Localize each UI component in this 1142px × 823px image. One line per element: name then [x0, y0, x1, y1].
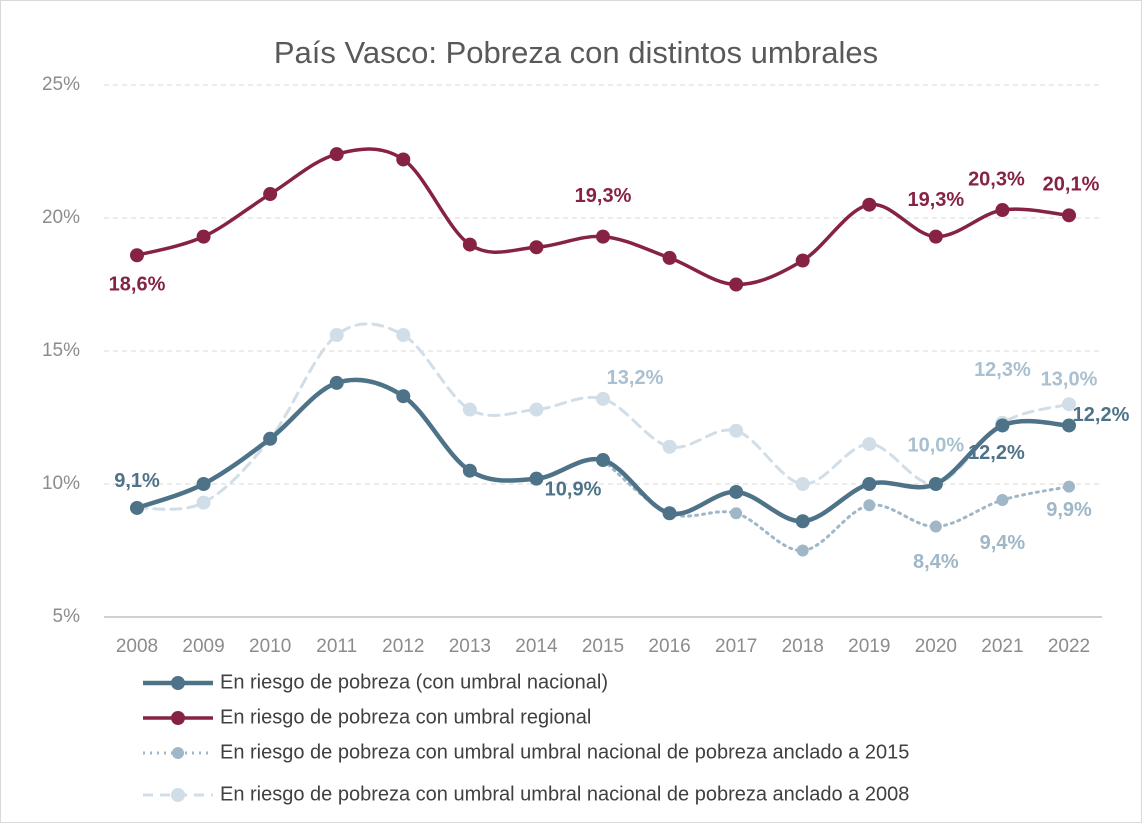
data-point	[795, 253, 810, 268]
series-line	[601, 458, 1071, 553]
legend-marker	[171, 711, 185, 725]
data-point	[329, 147, 344, 162]
legend-marker	[172, 747, 184, 759]
x-tick-label: 2022	[1048, 636, 1090, 657]
data-point	[796, 544, 809, 557]
data-label: 8,4%	[913, 551, 959, 573]
x-tick-label: 2009	[182, 636, 224, 657]
y-tick-label: 25%	[42, 74, 80, 95]
data-label: 10,0%	[907, 434, 964, 456]
y-tick-label: 15%	[42, 340, 80, 361]
data-point	[795, 514, 810, 529]
series-line	[135, 322, 1071, 511]
data-label: 12,3%	[974, 359, 1031, 381]
data-point	[329, 328, 344, 343]
data-point	[396, 328, 411, 343]
legend-label: En riesgo de pobreza con umbral regional	[220, 706, 591, 728]
data-point	[862, 197, 877, 212]
data-point	[1063, 480, 1075, 493]
data-point	[662, 506, 677, 521]
data-point	[529, 402, 544, 417]
data-point	[862, 477, 877, 491]
data-point	[196, 477, 211, 491]
data-point	[1062, 418, 1076, 433]
y-tick-label: 10%	[42, 473, 80, 494]
y-tick-label: 5%	[53, 606, 81, 627]
x-tick-label: 2020	[915, 636, 957, 657]
data-point	[196, 495, 211, 510]
data-label: 20,3%	[968, 168, 1025, 190]
x-tick-label: 2019	[848, 636, 890, 657]
data-point	[995, 418, 1010, 433]
data-label: 9,9%	[1046, 499, 1092, 521]
x-tick-label: 2015	[582, 636, 624, 657]
data-point	[596, 229, 610, 244]
data-point	[729, 423, 744, 438]
data-label: 10,9%	[545, 478, 602, 500]
chart-title: País Vasco: Pobreza con distintos umbral…	[274, 35, 878, 70]
data-label: 18,6%	[109, 274, 166, 296]
data-point	[529, 471, 544, 486]
x-tick-label: 2013	[449, 636, 491, 657]
data-point	[462, 402, 477, 417]
data-label: 13,0%	[1041, 368, 1098, 390]
data-point	[729, 277, 744, 292]
x-tick-label: 2010	[249, 636, 291, 657]
data-point	[596, 391, 610, 406]
data-point	[929, 520, 942, 533]
legend-marker	[171, 676, 185, 690]
data-label: 9,1%	[114, 470, 160, 492]
data-label: 12,2%	[1073, 404, 1130, 426]
data-point	[596, 453, 610, 468]
data-point	[863, 499, 876, 512]
data-point	[995, 203, 1010, 218]
data-point	[329, 375, 344, 390]
data-point	[730, 507, 743, 520]
data-point	[662, 439, 677, 454]
data-point	[662, 250, 677, 265]
x-tick-label: 2018	[782, 636, 824, 657]
data-point	[1062, 208, 1076, 223]
data-point	[396, 152, 411, 167]
y-tick-label: 20%	[42, 207, 80, 228]
data-label: 9,4%	[980, 532, 1026, 554]
data-point	[795, 477, 810, 491]
data-point	[396, 389, 411, 404]
data-label: 13,2%	[607, 367, 664, 389]
data-point	[462, 463, 477, 478]
data-point	[130, 500, 144, 515]
data-label: 19,3%	[575, 185, 632, 207]
data-label: 20,1%	[1043, 174, 1100, 196]
data-label: 19,3%	[907, 189, 964, 211]
legend-marker	[171, 788, 185, 802]
data-point	[928, 229, 943, 244]
data-point	[729, 484, 744, 499]
x-tick-label: 2017	[715, 636, 757, 657]
x-tick-label: 2008	[116, 636, 158, 657]
data-point	[462, 237, 477, 252]
data-point	[130, 248, 144, 263]
legend-label: En riesgo de pobreza con umbral umbral n…	[220, 741, 909, 763]
data-point	[996, 493, 1009, 506]
x-tick-label: 2014	[515, 636, 558, 657]
data-point	[263, 187, 278, 202]
x-tick-label: 2021	[981, 636, 1023, 657]
legend-label: En riesgo de pobreza con umbral umbral n…	[220, 783, 909, 805]
legend-label: En riesgo de pobreza (con umbral naciona…	[220, 671, 608, 693]
data-point	[263, 431, 278, 446]
data-point	[1062, 397, 1076, 412]
x-tick-label: 2011	[316, 636, 357, 657]
x-tick-label: 2012	[382, 636, 424, 657]
data-point	[529, 240, 544, 255]
x-tick-label: 2016	[648, 636, 690, 657]
data-label: 12,2%	[968, 442, 1025, 464]
data-point	[928, 477, 943, 491]
data-point	[196, 229, 211, 244]
data-point	[862, 437, 877, 452]
